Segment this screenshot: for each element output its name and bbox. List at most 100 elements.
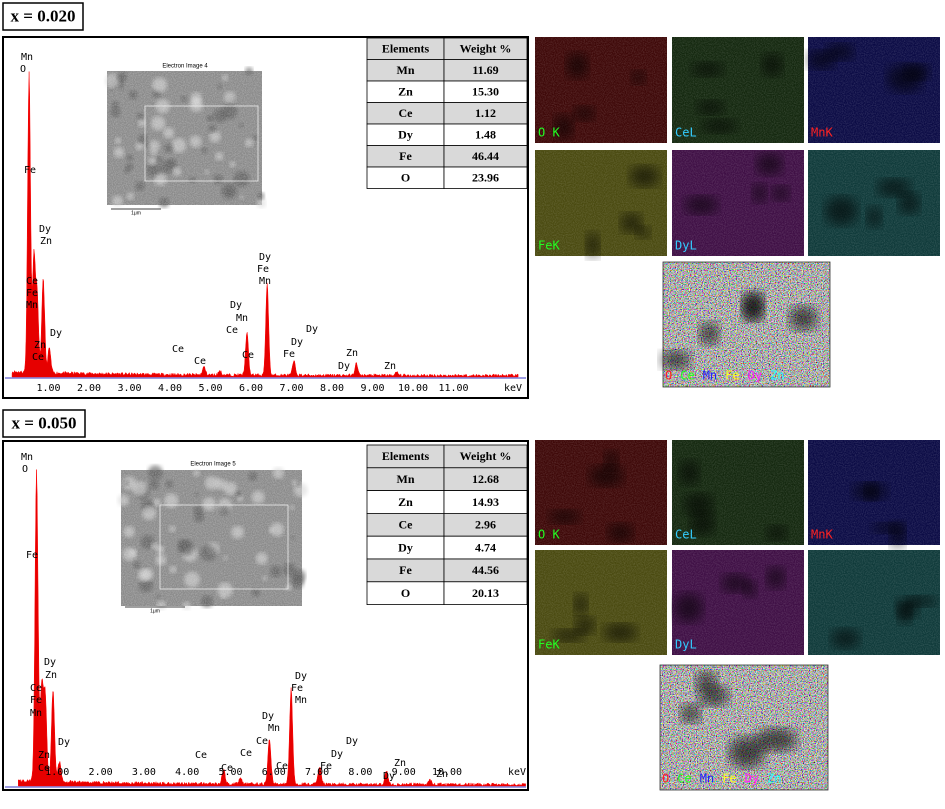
map-shadow [807,50,836,69]
peak-label: Dy [338,361,350,372]
map-shadow [630,70,646,85]
peak-label: Zn [394,758,406,769]
map-shadow [573,106,595,121]
sem-texture [107,71,262,205]
map-shadow [585,232,600,259]
table-text: Fe [399,563,412,577]
map-shadow [904,64,930,80]
x-tick-label: 5.00 [218,767,242,778]
panel-label: x = 0.020 [11,6,76,25]
peak-label: Ce [172,344,184,355]
table-text: 46.44 [472,149,499,163]
overlay-legend: Ce [677,772,691,786]
peak-label: Ce [276,761,288,772]
map-shadow [573,593,588,616]
map-shadow [674,593,703,623]
map-shadow [696,100,725,115]
map-shadow [752,183,767,203]
peak-label: Dy [295,671,307,682]
table-text: 1.48 [475,128,496,142]
map-shadow [554,114,574,140]
map-shadow [701,119,738,133]
x-tick-label: 11.00 [438,383,468,394]
table-text: Mn [397,63,415,77]
peak-label: Ce [221,763,233,774]
peak-label: Dy [306,324,318,335]
table-text: 12.68 [472,472,499,486]
image-title: Electron Image 5 [190,462,236,468]
map-shadow [771,185,790,201]
peak-label: Ce [240,748,252,759]
map-shadow [898,192,920,215]
x-tick-label: 2.00 [77,383,101,394]
sem-map-frame [159,504,289,590]
peak-label: Fe [291,683,303,694]
overlay-legend: Mn [703,369,717,383]
sem-texture [121,470,302,606]
map-shadow [877,178,911,197]
peak-label: Zn [384,361,396,372]
table-header: Weight % [460,42,512,56]
peak-label: Ce [242,350,254,361]
map-shadow [604,450,619,470]
map-shadow [908,595,937,607]
map-label: O K [538,528,560,542]
peak-label: Mn [236,313,248,324]
table-header: Elements [382,42,430,56]
map-label: CeL [675,528,697,542]
table-text: Mn [397,472,415,486]
peak-label: Fe [283,349,295,360]
scale-label: 1μm [150,608,160,614]
x-tick-label: 9.00 [392,767,416,778]
table-text: Ce [399,106,414,120]
map-shadow [830,628,860,649]
peak-label: Dy [230,300,242,311]
map-shadow [691,62,724,77]
peak-label: Mn [21,52,33,63]
map-label: FeK [538,638,560,652]
map-label: O K [538,126,560,140]
table-text: Zn [398,495,413,509]
table-text: Fe [399,149,412,163]
map-shadow [629,165,660,187]
peak-label: Mn [259,276,271,287]
panel-label-box [2,2,84,31]
map-shadow [866,206,882,228]
map-label: DyL [675,638,697,652]
x-tick-label: 5.00 [198,383,222,394]
overlay-shadow [680,703,701,724]
overlay-legend: Ce [680,369,694,383]
x-tick-label: 6.00 [262,767,286,778]
peak-label: Dy [331,749,343,760]
table-text: 15.30 [472,85,499,99]
peak-label: Dy [346,736,358,747]
map-texture [535,440,667,545]
table-text: 14.93 [472,495,499,509]
peak-label: Mn [268,723,280,734]
spectrum [11,71,519,378]
overlay-legend: Fe [722,772,736,786]
peak-label: Dy [383,771,395,782]
x-tick-label: 4.00 [175,767,199,778]
peak-label: Zn [436,769,448,780]
map-shadow [548,509,581,524]
peak-label: Fe [257,264,269,275]
map-shadow [872,522,904,533]
table-text: Zn [398,85,413,99]
map-shadow [683,493,714,516]
table-text: Dy [398,540,413,554]
overlay-legend: O [662,772,669,786]
table-text: Dy [398,128,413,142]
peak-label: Ce [30,683,42,694]
map-shadow [589,465,624,487]
peak-label: Mn [295,695,307,706]
x-tick-label: 3.00 [117,383,141,394]
table-header: Elements [382,449,430,463]
peak-label: Fe [26,288,38,299]
peak-label: Zn [34,340,46,351]
map-shadow [574,616,595,635]
map-shadow [721,574,749,593]
peak-label: Fe [320,761,332,772]
map-shadow [684,196,719,214]
